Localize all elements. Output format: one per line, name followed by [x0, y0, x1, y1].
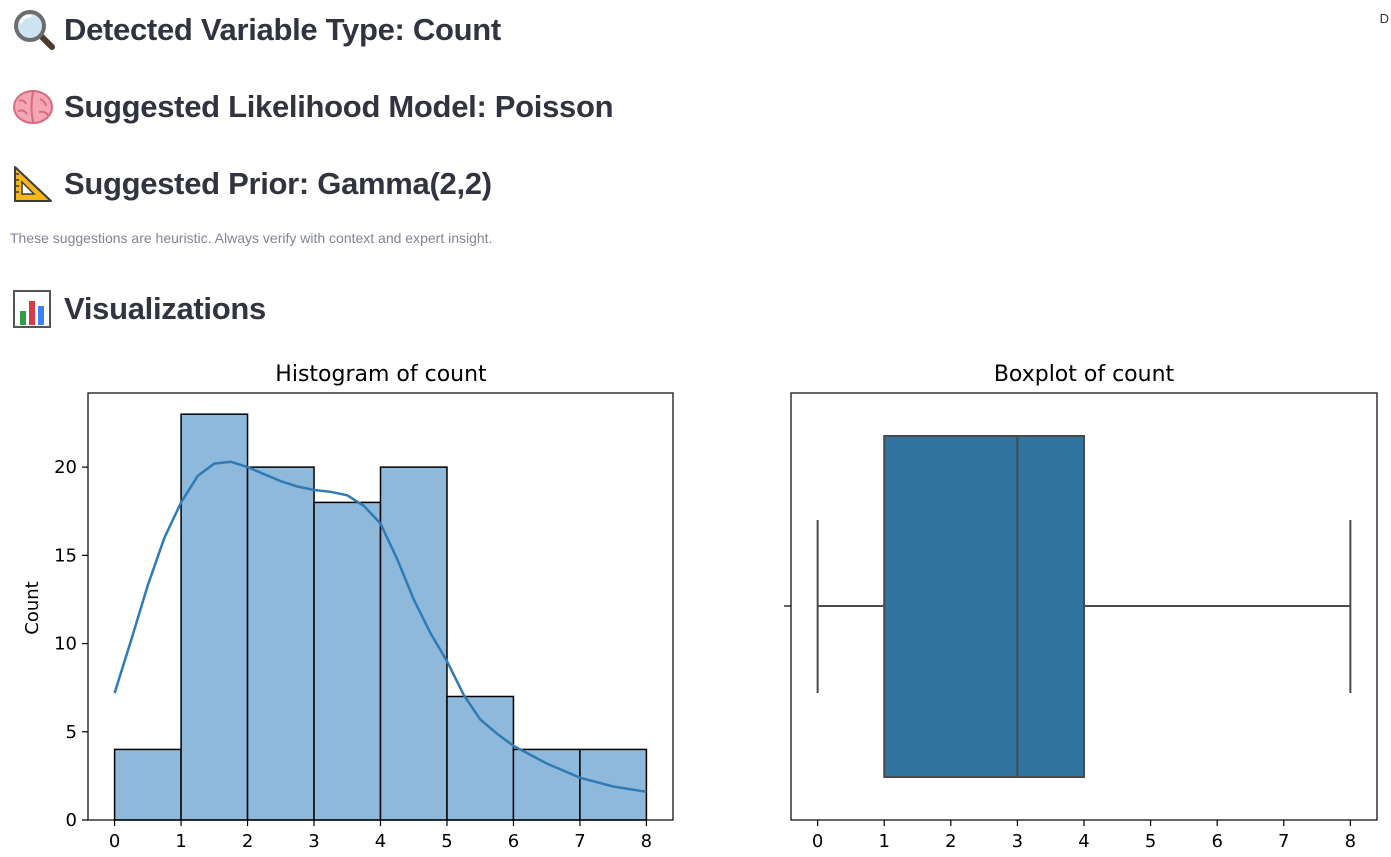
boxplot-x-tick-label: 3 [1012, 831, 1023, 852]
visualizations-heading: Visualizations [12, 289, 266, 329]
histogram-bar [246, 466, 315, 821]
histogram-x-tick-label: 0 [109, 831, 120, 852]
detected-variable-type-text: Detected Variable Type: Count [64, 12, 501, 47]
histogram-kde-line [113, 460, 647, 794]
histogram-bar [512, 748, 581, 821]
histogram-y-tick-label: 0 [66, 810, 77, 831]
boxplot-x-tick-label: 8 [1345, 831, 1356, 852]
boxplot-x-tick-label: 7 [1278, 831, 1289, 852]
boxplot-x-tick-label: 2 [945, 831, 956, 852]
histogram-x-tick-label: 2 [242, 831, 253, 852]
suggested-prior-heading: Suggested Prior: Gamma(2,2) [12, 164, 492, 204]
histogram-bar [180, 413, 249, 821]
histogram-x-tick-label: 5 [441, 831, 452, 852]
histogram-y-tick-label: 5 [66, 722, 77, 743]
histogram-y-tick-label: 20 [54, 457, 77, 478]
boxplot-chart: Boxplot of count 0 1 2 3 4 5 6 7 8 [784, 362, 1378, 852]
histogram-chart: Histogram of count Count 0 1 2 3 4 5 6 7 8 0 5 10 1… [22, 362, 674, 852]
suggested-prior-text: Suggested Prior: Gamma(2,2) [64, 166, 492, 201]
histogram-bar [313, 501, 382, 821]
corner-label: D [1379, 11, 1389, 26]
boxplot-title: Boxplot of count [994, 362, 1175, 387]
histogram-y-tick-label: 10 [54, 634, 77, 655]
boxplot-x-tick-label: 0 [812, 831, 823, 852]
histogram-x-tick-label: 3 [308, 831, 319, 852]
boxplot-x-tick-label: 1 [879, 831, 890, 852]
bar-chart-icon [13, 290, 51, 328]
histogram-title: Histogram of count [275, 362, 487, 387]
histogram-bar [446, 695, 515, 821]
magnifying-glass-icon [14, 10, 55, 50]
histogram-bar [579, 748, 648, 821]
boxplot-x-tick-label: 4 [1078, 831, 1089, 852]
histogram-x-tick-label: 6 [508, 831, 519, 852]
boxplot-x-tick-label: 6 [1211, 831, 1222, 852]
boxplot-x-tick-label: 5 [1145, 831, 1156, 852]
brain-icon [13, 90, 53, 124]
boxplot-box [883, 435, 1086, 778]
heuristic-caption: These suggestions are heuristic. Always … [10, 230, 493, 246]
histogram-x-tick-label: 7 [574, 831, 585, 852]
visualizations-text: Visualizations [64, 291, 266, 326]
histogram-x-tick-label: 4 [375, 831, 386, 852]
histogram-y-tick-label: 15 [54, 545, 77, 566]
histogram-x-tick-label: 1 [175, 831, 186, 852]
histogram-bar [113, 748, 182, 821]
suggested-likelihood-text: Suggested Likelihood Model: Poisson [64, 89, 614, 124]
detected-variable-type-heading: Detected Variable Type: Count [12, 10, 501, 50]
histogram-y-axis-label: Count [22, 581, 43, 634]
triangular-ruler-icon [14, 166, 52, 202]
suggested-likelihood-heading: Suggested Likelihood Model: Poisson [12, 87, 614, 127]
histogram-x-tick-label: 8 [641, 831, 652, 852]
